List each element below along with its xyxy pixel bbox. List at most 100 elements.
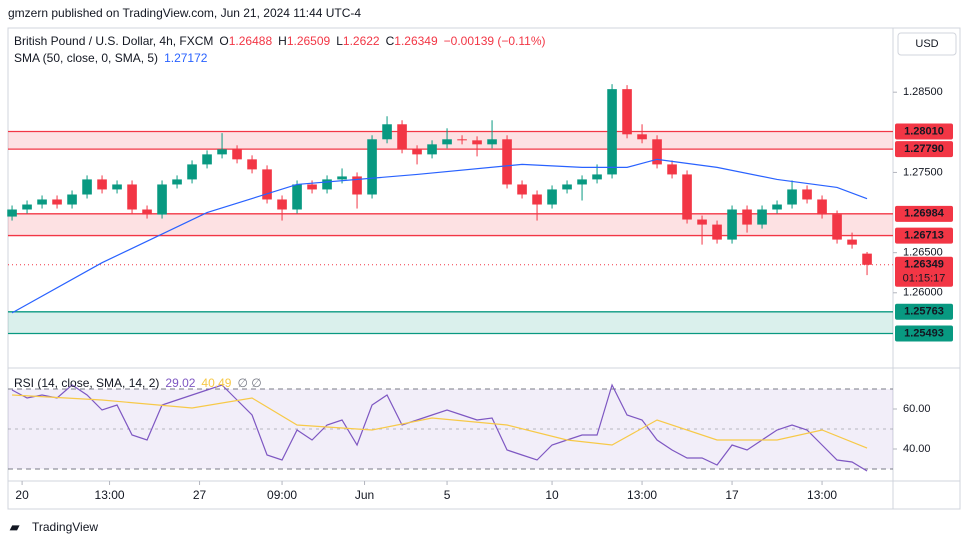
candle-body [667, 164, 677, 175]
sma-value: 1.27172 [164, 51, 208, 65]
candle-body [547, 189, 557, 205]
y-tick-label: 1.26500 [903, 247, 943, 259]
x-tick-label: 09:00 [267, 488, 297, 502]
candle-body [157, 184, 167, 215]
candle-body [442, 139, 452, 145]
y-tick-label: 40.00 [903, 443, 931, 455]
legend-letter: H [278, 34, 287, 48]
candle-body [562, 184, 572, 190]
rsi-ma-value: 40.49 [201, 376, 231, 390]
candle-body [742, 209, 752, 225]
candle-body [112, 184, 122, 190]
zone-label-box [895, 141, 953, 158]
legend-letter: C [386, 34, 395, 48]
zone-label: 1.25763 [904, 306, 944, 318]
legend-open: 1.26488 [229, 34, 273, 48]
candle-body [817, 199, 827, 215]
rsi-extra: ∅ ∅ [237, 376, 261, 390]
zone-label: 1.26713 [904, 229, 944, 241]
candle-body [622, 89, 632, 135]
candle-body [862, 253, 872, 265]
candle-body [97, 179, 107, 190]
y-tick-label: 60.00 [903, 403, 931, 415]
y-tick-label: 1.27500 [903, 166, 943, 178]
zone [8, 213, 893, 236]
candle-body [487, 139, 497, 145]
candle-body [802, 189, 812, 200]
x-tick-label: 5 [444, 488, 451, 502]
symbol: British Pound / U.S. Dollar, 4h, FXCM [14, 34, 213, 48]
x-tick-label: 13:00 [627, 488, 657, 502]
candle-body [22, 204, 32, 210]
currency-button[interactable] [897, 32, 957, 56]
candle-body [502, 139, 512, 185]
legend-letter: L [336, 34, 343, 48]
candle-body [787, 189, 797, 205]
candle-body [247, 159, 257, 170]
zone-label: 1.27790 [904, 143, 944, 155]
candle-body [382, 124, 392, 140]
candle-body [592, 174, 602, 180]
candle-body [262, 169, 272, 200]
candle-body [517, 184, 527, 195]
sma-name: SMA (50, close, 0, SMA, 5) [14, 51, 158, 65]
zone-label-box [895, 325, 953, 342]
y-tick-label: 1.28500 [903, 86, 943, 98]
x-tick-label: 27 [193, 488, 207, 502]
candle-body [52, 199, 62, 205]
candle-body [202, 154, 212, 165]
zone-label: 1.26984 [904, 208, 945, 220]
candle-body [832, 214, 842, 240]
candle-body [457, 139, 467, 141]
sma-legend: SMA (50, close, 0, SMA, 5) 1.27172 [14, 51, 208, 65]
rsi-value: 29.02 [165, 376, 195, 390]
candle-body [637, 134, 647, 140]
candle-body [7, 209, 17, 217]
zone-label-box [895, 123, 953, 140]
candle-body [82, 179, 92, 195]
candle-body [37, 199, 47, 205]
candle-body [697, 219, 707, 225]
legend-low: 1.2622 [343, 34, 380, 48]
candle-body [337, 176, 347, 180]
zone-label-box [895, 303, 953, 320]
rsi-legend: RSI (14, close, SMA, 14, 2) 29.02 40.49 ∅ ∅ [14, 376, 262, 390]
logo-mark: ▰ [9, 520, 20, 534]
candle-body [472, 140, 482, 145]
candle-body [427, 144, 437, 155]
y-tick-label: 1.26000 [903, 287, 943, 299]
zone-label-box [895, 227, 953, 244]
legend-letter: O [219, 34, 228, 48]
legend-change: −0.00139 (−0.11%) [444, 34, 546, 48]
candle-body [277, 199, 287, 210]
candle-body [292, 184, 302, 210]
zone-label: 1.28010 [904, 125, 944, 137]
series-line [12, 394, 868, 449]
series-line [11, 383, 868, 472]
candle-body [712, 224, 722, 240]
x-tick-label: 17 [725, 488, 739, 502]
legend-high: 1.26509 [287, 34, 331, 48]
candle-body [847, 239, 857, 245]
candle-body [367, 139, 377, 195]
candle-body [397, 124, 407, 150]
candle-body [307, 184, 317, 190]
last-price-label: 1.26349 [904, 259, 944, 271]
candle-body [217, 149, 227, 155]
footer: TradingView [32, 520, 98, 534]
candle-body [187, 164, 197, 180]
candle-body [727, 209, 737, 240]
candle-body [142, 209, 152, 215]
x-tick-label: 10 [545, 488, 559, 502]
candle-body [172, 179, 182, 185]
currency[interactable]: USD [915, 38, 938, 50]
candle-body [352, 176, 362, 195]
candle-body [412, 149, 422, 155]
x-tick-label: 13:00 [95, 488, 125, 502]
candle-body [322, 179, 332, 190]
frame [7, 27, 961, 510]
price-pane [7, 84, 893, 335]
countdown: 01:15:17 [903, 273, 946, 285]
